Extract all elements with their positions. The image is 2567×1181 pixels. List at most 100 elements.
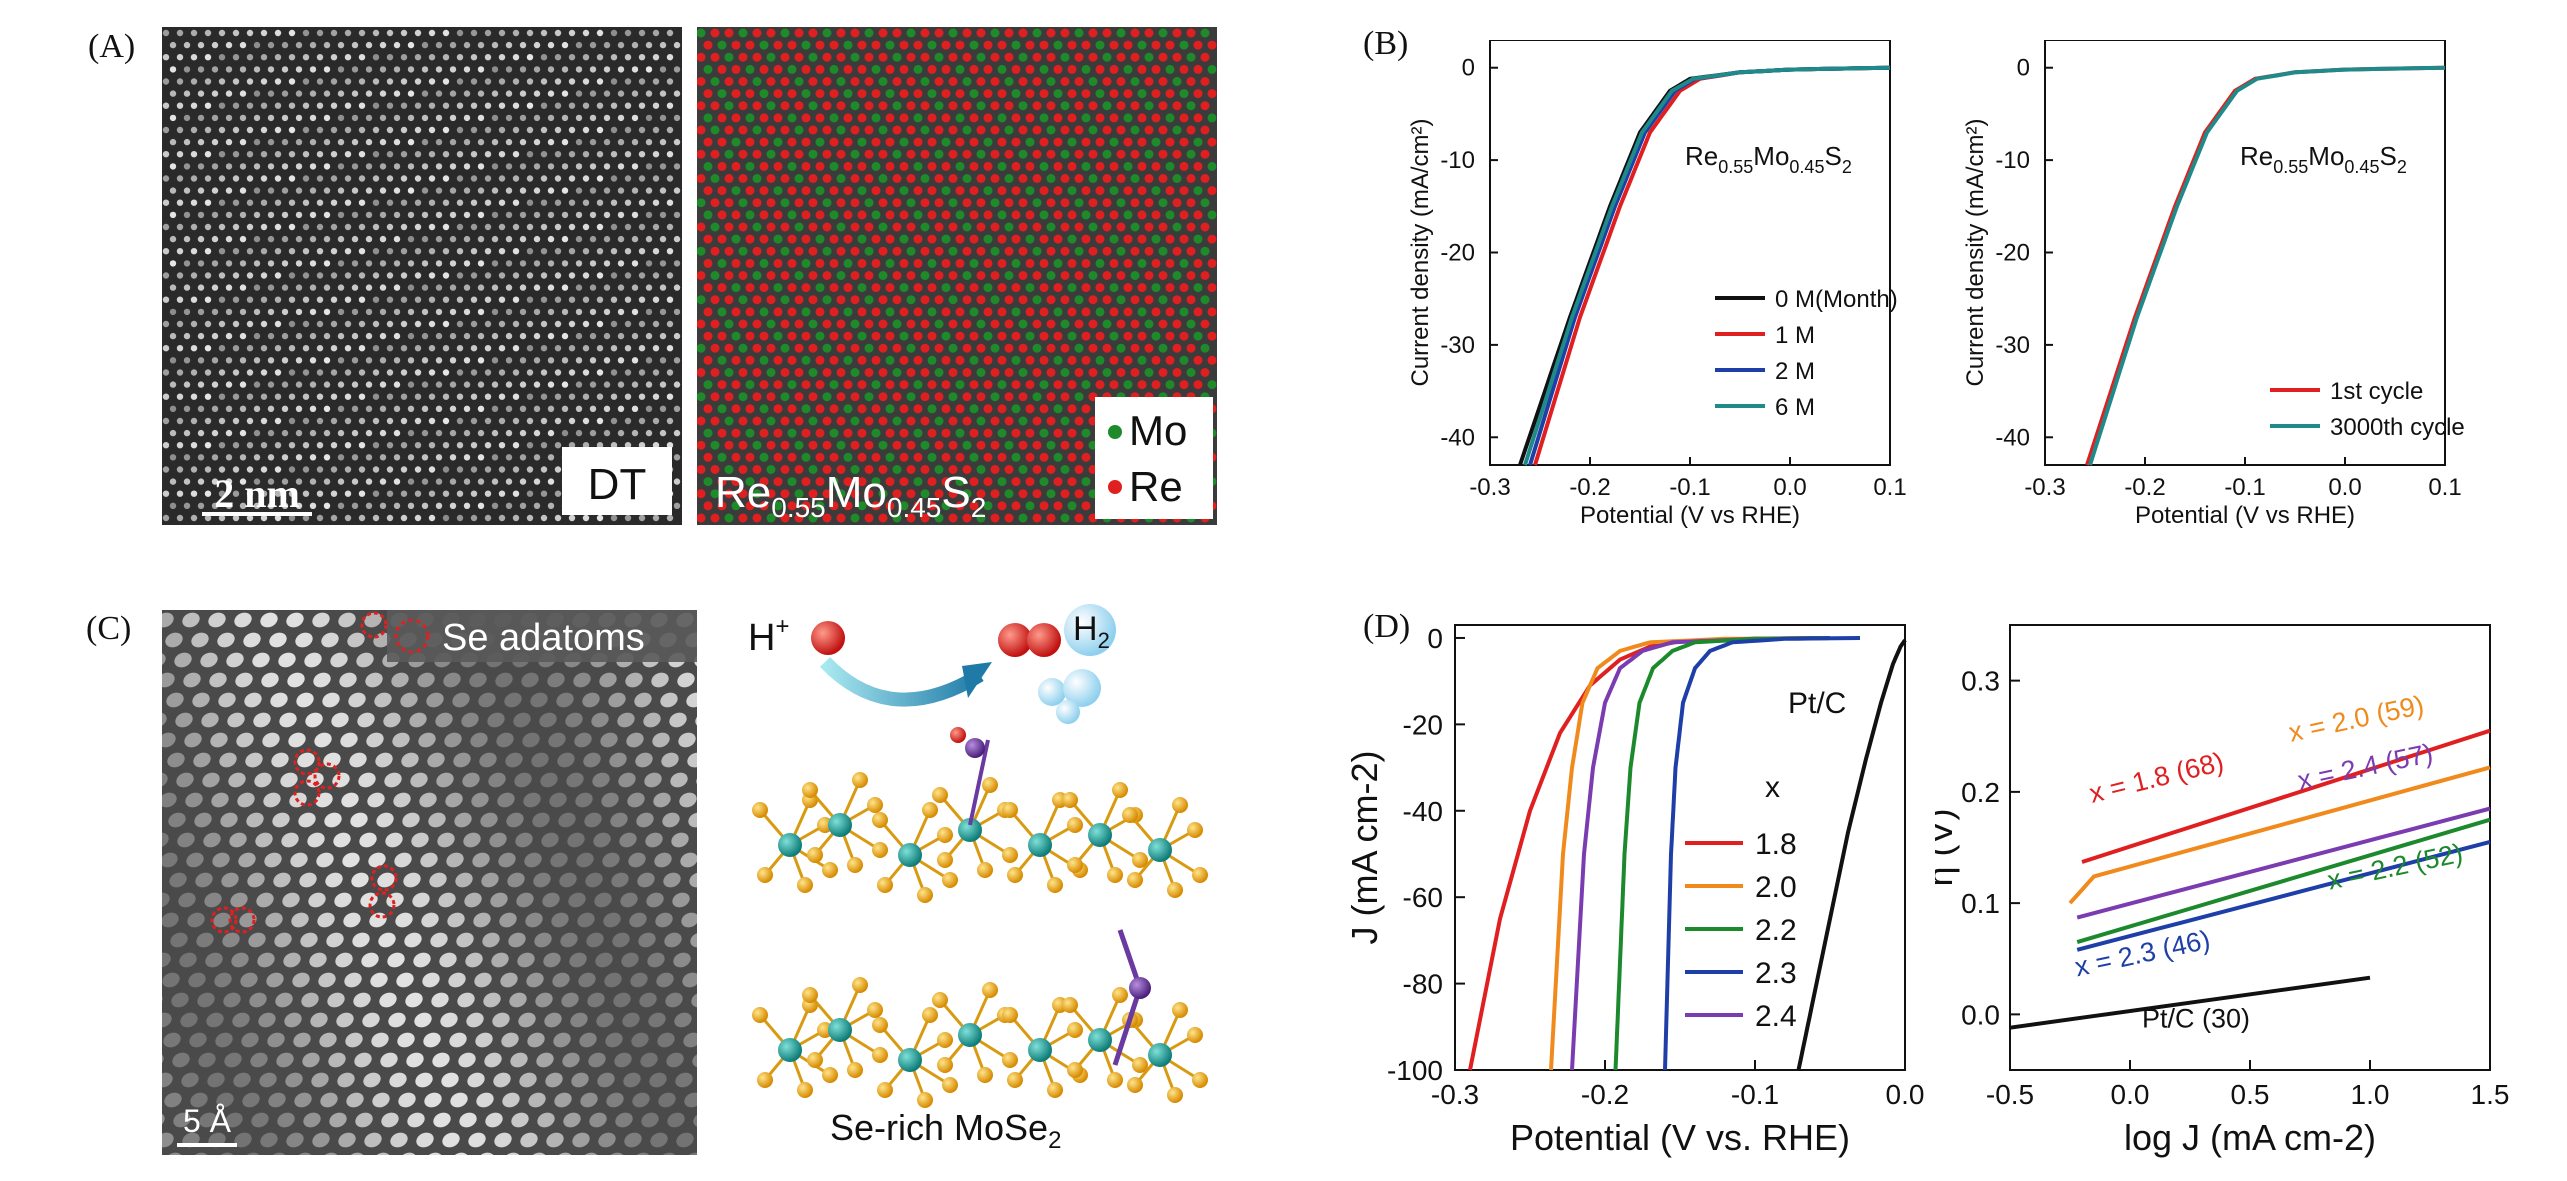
map-atom xyxy=(1186,125,1196,135)
stem-atom xyxy=(162,102,170,109)
map-atom xyxy=(906,465,916,474)
stem-atom xyxy=(281,211,289,219)
stem-atom xyxy=(197,138,205,146)
map-atom xyxy=(710,77,720,86)
map-atom xyxy=(1200,198,1210,208)
map-atom xyxy=(1011,186,1021,196)
stem-atom xyxy=(267,66,275,73)
map-atom xyxy=(1179,307,1189,317)
map-atom xyxy=(983,40,993,50)
stm-feature xyxy=(243,632,261,648)
map-atom xyxy=(703,234,713,244)
map-atom xyxy=(1088,246,1098,256)
x-tick-label: -0.2 xyxy=(1581,1079,1629,1110)
stem-atom xyxy=(190,514,198,522)
stem-atom xyxy=(288,417,296,425)
stem-atom xyxy=(484,54,492,61)
stem-atom xyxy=(393,90,401,97)
se-atom xyxy=(922,802,938,818)
map-atom xyxy=(731,137,741,147)
map-atom xyxy=(710,392,720,402)
map-atom xyxy=(1018,295,1028,305)
stm-feature xyxy=(440,1012,458,1028)
map-atom xyxy=(1193,64,1203,74)
stem-atom xyxy=(519,163,527,170)
map-atom xyxy=(801,428,811,438)
stm-feature xyxy=(566,772,584,788)
map-atom xyxy=(941,501,951,511)
stem-atom xyxy=(463,502,471,509)
stm-feature xyxy=(287,672,305,688)
map-atom xyxy=(857,234,867,244)
map-atom xyxy=(920,489,930,499)
stm-feature xyxy=(494,1132,512,1148)
stem-atom xyxy=(631,138,639,146)
map-atom xyxy=(941,452,951,462)
stem-atom xyxy=(386,369,394,376)
stem-atom xyxy=(260,345,268,352)
stem-atom xyxy=(386,248,394,255)
stem-atom xyxy=(295,187,303,194)
stem-atom xyxy=(162,248,170,255)
map-atom xyxy=(885,428,895,438)
stem-atom xyxy=(638,248,646,255)
stem-atom xyxy=(547,502,555,509)
map-atom xyxy=(948,343,958,353)
map-atom xyxy=(1144,174,1154,183)
stm-feature xyxy=(445,792,463,808)
map-atom xyxy=(787,210,797,220)
panel-d-label: (D) xyxy=(1363,608,1411,645)
se-atom xyxy=(807,847,823,863)
stem-atom xyxy=(204,248,212,255)
stm-feature xyxy=(221,872,239,888)
map-atom xyxy=(1011,40,1021,50)
stem-atom xyxy=(666,126,674,134)
map-atom xyxy=(983,331,993,341)
map-atom xyxy=(913,331,923,341)
stem-atom xyxy=(540,272,548,279)
map-atom xyxy=(969,161,979,171)
stm-feature xyxy=(537,1112,555,1128)
map-atom xyxy=(829,40,839,50)
stem-atom xyxy=(666,199,674,206)
stem-atom xyxy=(617,187,625,194)
map-atom xyxy=(794,489,804,499)
stm-feature xyxy=(599,672,617,688)
stm-feature xyxy=(272,812,290,828)
stem-atom xyxy=(421,502,429,509)
map-atom xyxy=(703,258,713,268)
stem-atom xyxy=(442,393,450,400)
stm-feature xyxy=(630,972,648,988)
stem-atom xyxy=(232,78,240,85)
map-atom xyxy=(808,28,818,38)
stm-feature xyxy=(535,992,553,1008)
stem-atom xyxy=(288,199,296,206)
map-atom xyxy=(1186,149,1196,159)
map-atom xyxy=(829,186,839,196)
stm-feature xyxy=(672,892,690,908)
stem-atom xyxy=(519,429,527,437)
stem-atom xyxy=(428,417,436,425)
stem-atom xyxy=(330,54,338,61)
stem-atom xyxy=(316,417,324,425)
stem-atom xyxy=(463,308,471,316)
stem-atom xyxy=(596,417,604,425)
stem-atom xyxy=(197,357,205,364)
stem-atom xyxy=(197,235,205,243)
stem-atom xyxy=(596,514,604,522)
stem-atom xyxy=(638,296,646,303)
map-atom xyxy=(1137,89,1147,99)
stem-atom xyxy=(505,138,513,146)
map-atom xyxy=(997,307,1007,317)
stem-atom xyxy=(344,54,352,61)
stem-atom xyxy=(330,369,338,376)
stm-feature xyxy=(463,832,481,848)
stem-atom xyxy=(358,320,366,328)
stm-feature xyxy=(480,812,498,828)
map-atom xyxy=(1165,113,1175,123)
map-atom xyxy=(990,465,1000,474)
stem-atom xyxy=(400,29,408,37)
stem-atom xyxy=(162,466,170,473)
stm-feature xyxy=(406,1052,424,1068)
stem-atom xyxy=(673,429,681,437)
